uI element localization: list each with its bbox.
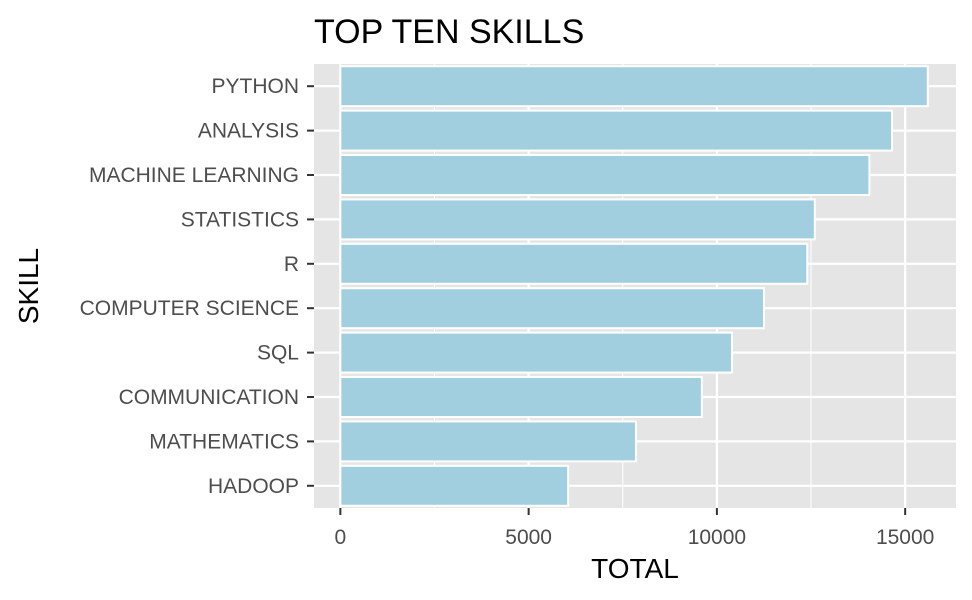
x-tick-label: 5000: [505, 526, 552, 549]
bar-machine-learning: [339, 154, 871, 196]
bar-sql: [339, 331, 733, 374]
x-tick-label: 0: [335, 526, 347, 549]
y-tick-label: MATHEMATICS: [149, 430, 299, 453]
y-axis-title: SKILL: [13, 248, 44, 324]
bars: [339, 65, 929, 507]
y-tick-label: MACHINE LEARNING: [89, 164, 299, 187]
x-tick-label: 15000: [876, 526, 934, 549]
x-axis-title: TOTAL: [591, 553, 679, 584]
y-axis: PYTHON ANALYSIS MACHINE LEARNING STATISTICS…: [80, 75, 314, 498]
bar-communication: [339, 376, 703, 418]
y-tick-label: COMPUTER SCIENCE: [80, 297, 299, 320]
x-axis: 0 5000 10000 15000: [335, 508, 934, 549]
y-tick-label: STATISTICS: [181, 208, 299, 231]
y-tick-label: PYTHON: [211, 75, 299, 98]
chart-title: TOP TEN SKILLS: [314, 13, 584, 51]
bar-hadoop: [339, 464, 570, 507]
bar-mathematics: [339, 420, 637, 463]
y-tick-label: R: [284, 253, 299, 276]
bar-analysis: [339, 109, 893, 152]
y-tick-label: HADOOP: [208, 475, 299, 498]
y-tick-label: ANALYSIS: [198, 120, 299, 143]
y-tick-label: SQL: [257, 342, 299, 365]
bar-computer-science: [339, 287, 765, 330]
bar-statistics: [339, 198, 816, 241]
x-tick-label: 10000: [688, 526, 746, 549]
bar-python: [339, 65, 929, 108]
y-tick-label: COMMUNICATION: [119, 386, 299, 409]
bar-r: [339, 242, 809, 285]
